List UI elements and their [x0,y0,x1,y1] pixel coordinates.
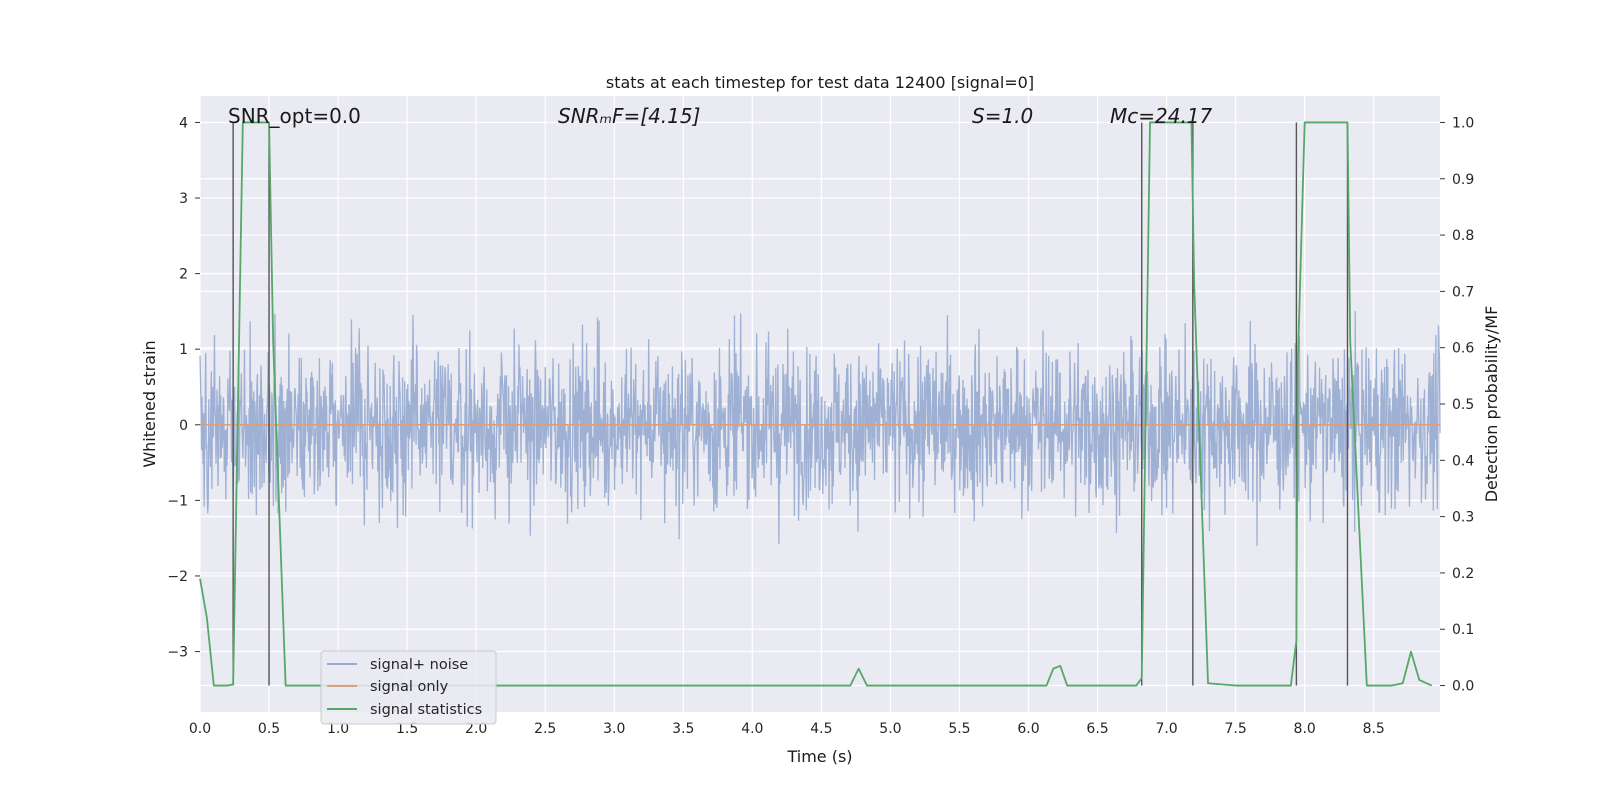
left-tick-label: 2 [179,267,188,283]
annotations: SNR_opt=0.0 SNRₘF=[4.15] S=1.0 Mᴄ=24.17 [228,104,1213,128]
legend: signal+ noise signal only signal statist… [320,650,497,725]
left-tick-label: 4 [179,115,188,131]
left-tick-label: 3 [179,191,188,207]
left-tick-label: −2 [167,569,188,585]
x-tick-label: 7.0 [1155,721,1177,737]
x-tick-label: 2.5 [534,721,556,737]
x-tick-label: 5.5 [948,721,970,737]
left-tick-label: 1 [179,342,188,358]
x-tick-label: 8.0 [1294,721,1316,737]
chart-title: stats at each timestep for test data 124… [606,73,1034,92]
x-tick-label: 1.5 [396,721,418,737]
annotation-s: S=1.0 [972,104,1033,128]
right-tick-label: 0.2 [1452,566,1474,582]
right-tick-label: 1.0 [1452,115,1474,131]
left-tick-label: −3 [167,645,188,661]
left-tick-label: 0 [179,418,188,434]
right-tick-label: 0.5 [1452,397,1474,413]
right-tick-label: 0.6 [1452,341,1474,357]
signal-noise-series [199,311,1441,546]
x-tick-label: 3.0 [603,721,625,737]
right-tick-label: 0.4 [1452,453,1474,469]
left-axis-label: Whitened strain [140,340,159,467]
x-tick-label: 3.5 [672,721,694,737]
legend-label-signal-statistics: signal statistics [370,702,482,718]
signal-statistics-series [199,121,1433,687]
x-tick-label: 7.5 [1225,721,1247,737]
right-tick-label: 0.0 [1452,679,1474,695]
x-axis-ticks: 0.0 0.5 1.0 1.5 2.0 2.5 3.0 3.5 4.0 4.5 5.0 5.5 6.0 6… [189,721,1385,737]
x-tick-label: 5.0 [879,721,901,737]
legend-box [320,650,497,725]
x-tick-label: 4.5 [810,721,832,737]
right-tick-label: 0.3 [1452,510,1474,526]
signal-noise-line [199,311,1441,546]
x-tick-label: 0.0 [189,721,211,737]
x-tick-label: 6.0 [1017,721,1039,737]
annotation-mc: Mᴄ=24.17 [1110,104,1213,128]
right-tick-label: 0.8 [1452,228,1474,244]
annotation-snr-mf: SNRₘF=[4.15] [558,104,700,128]
x-tick-label: 4.0 [741,721,763,737]
left-tick-label: −1 [167,493,188,509]
x-tick-label: 8.5 [1363,721,1385,737]
x-tick-label: 6.5 [1086,721,1108,737]
x-axis-label: Time (s) [786,747,852,766]
right-axis-ticks: 0.0 0.1 0.2 0.3 0.4 0.5 0.6 0.7 0.8 0.9 1.0 [1440,115,1474,695]
signal-statistics-line [199,121,1433,687]
right-axis-label: Detection probability/MF [1482,306,1501,503]
right-tick-label: 0.7 [1452,284,1474,300]
legend-label-signal-noise: signal+ noise [370,657,468,673]
x-tick-label: 2.0 [465,721,487,737]
legend-label-signal-only: signal only [370,679,449,695]
x-tick-label: 0.5 [258,721,280,737]
annotation-snr-opt: SNR_opt=0.0 [228,104,361,128]
left-axis-ticks: −3 −2 −1 0 1 2 3 4 [167,115,200,661]
x-tick-label: 1.0 [327,721,349,737]
right-tick-label: 0.9 [1452,172,1474,188]
right-tick-label: 0.1 [1452,622,1474,638]
